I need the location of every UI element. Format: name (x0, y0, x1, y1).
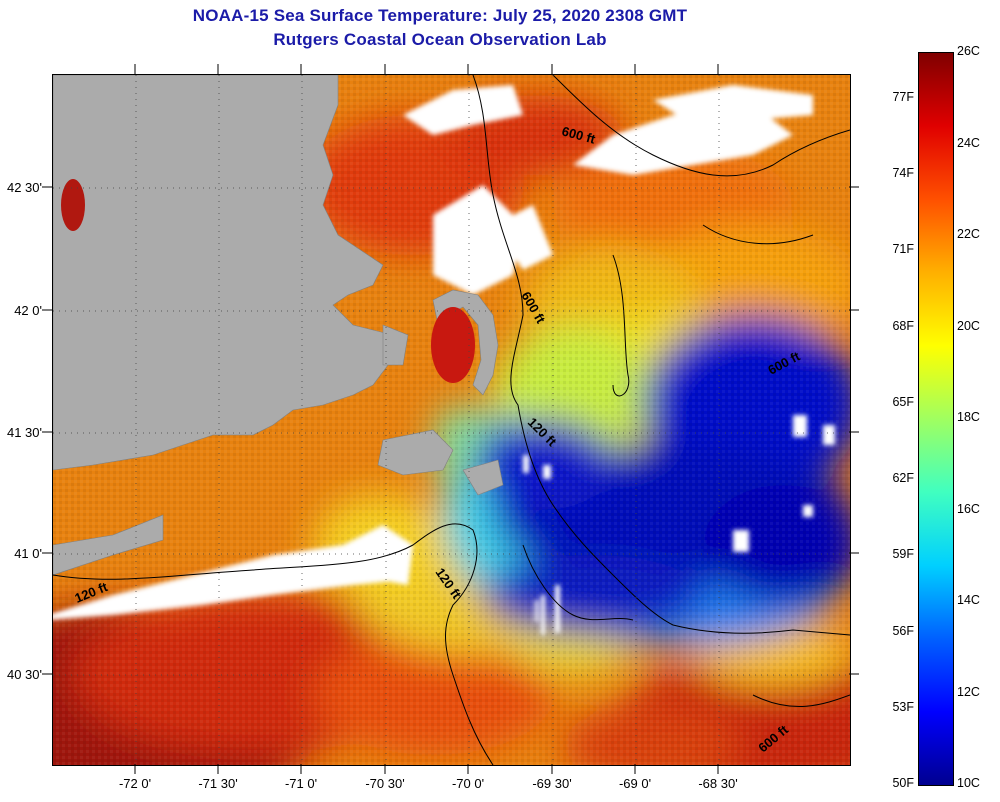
longitude-label: -71 30' (198, 776, 238, 791)
celsius-label: 14C (957, 593, 980, 607)
fahrenheit-label: 53F (892, 699, 914, 714)
sst-map: 600 ft 600 ft 600 ft 120 ft 120 ft 120 f… (52, 74, 851, 766)
celsius-label: 24C (957, 135, 980, 150)
fahrenheit-label: 50F (892, 776, 914, 790)
longitude-label: -72 0' (118, 776, 152, 791)
fahrenheit-label: 74F (892, 166, 914, 180)
latitude-label: 42 0' (14, 303, 42, 318)
longitude-label: -71 0' (284, 776, 318, 791)
latitude-label: 42 30' (6, 180, 42, 195)
celsius-label: 10C (957, 776, 980, 790)
fahrenheit-label: 77F (892, 89, 914, 104)
longitude-label: -68 30' (698, 776, 738, 791)
fahrenheit-label: 59F (892, 547, 914, 562)
fahrenheit-label: 65F (892, 394, 914, 409)
longitude-label: -70 30' (365, 776, 405, 791)
celsius-label: 18C (957, 410, 980, 424)
fahrenheit-label: 62F (892, 471, 914, 485)
celsius-label: 20C (957, 318, 980, 333)
celsius-label: 12C (957, 684, 980, 699)
fahrenheit-label: 71F (892, 242, 914, 257)
temperature-colorbar (918, 52, 954, 786)
latitude-label: 40 30' (6, 667, 42, 682)
celsius-label: 22C (957, 227, 980, 241)
sst-field: 600 ft 600 ft 600 ft 120 ft 120 ft 120 f… (53, 75, 850, 765)
fahrenheit-label: 56F (892, 623, 914, 638)
longitude-label: -70 0' (451, 776, 485, 791)
longitude-label: -69 0' (618, 776, 652, 791)
map-title: NOAA-15 Sea Surface Temperature: July 25… (192, 6, 688, 25)
map-subtitle: Rutgers Coastal Ocean Observation Lab (273, 30, 607, 49)
fahrenheit-label: 68F (892, 318, 914, 333)
latitude-label: 41 0' (14, 546, 42, 561)
celsius-label: 26C (957, 44, 980, 58)
celsius-label: 16C (957, 501, 980, 516)
longitude-label: -69 30' (532, 776, 572, 791)
latitude-label: 41 30' (6, 425, 42, 440)
